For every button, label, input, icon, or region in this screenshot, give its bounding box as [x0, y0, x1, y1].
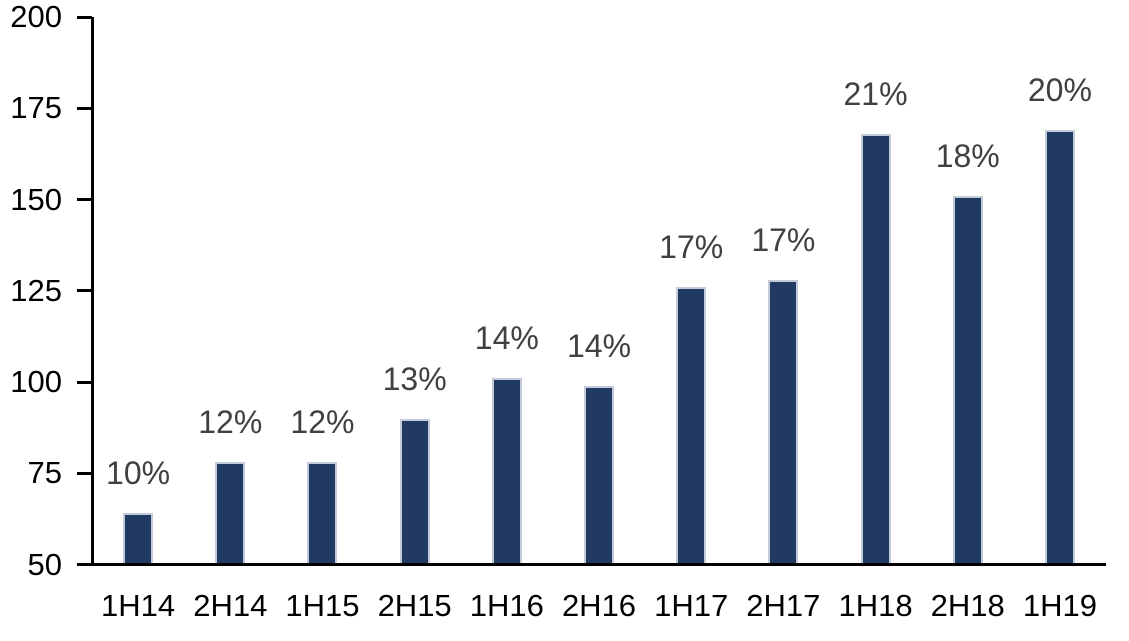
bar: [860, 133, 891, 566]
y-tick-mark: [77, 15, 92, 19]
bar: [399, 418, 430, 566]
y-tick-label: 50: [27, 546, 62, 582]
x-category-label: 1H15: [285, 588, 360, 623]
y-tick-mark: [77, 289, 92, 293]
y-tick-label: 150: [10, 181, 62, 217]
y-tick-label: 200: [10, 0, 62, 34]
x-category-label: 1H17: [654, 588, 729, 623]
x-category-label: 2H14: [193, 588, 268, 623]
x-category-label: 2H17: [746, 588, 821, 623]
y-tick-mark: [77, 198, 92, 201]
x-category-label: 2H18: [930, 588, 1005, 623]
y-tick-mark: [77, 471, 92, 475]
bar: [307, 462, 338, 566]
bar-value-label: 12%: [198, 404, 263, 441]
bar-value-label: 17%: [751, 221, 816, 258]
y-axis-line: [90, 17, 94, 566]
y-tick-label: 175: [10, 90, 62, 126]
bar: [123, 513, 154, 566]
bar: [952, 195, 983, 566]
bar: [584, 385, 614, 566]
x-category-label: 1H18: [838, 588, 913, 623]
bar-value-label: 20%: [1027, 72, 1092, 109]
bar-value-label: 14%: [566, 327, 632, 364]
y-tick-mark: [77, 380, 92, 384]
y-tick-mark: [77, 106, 92, 110]
bar-value-label: 13%: [382, 360, 447, 397]
bar: [491, 378, 522, 566]
bar-value-label: 18%: [935, 137, 1000, 174]
bar-value-label: 10%: [106, 455, 171, 492]
bar-value-label: 14%: [474, 320, 539, 357]
x-category-label: 1H14: [101, 588, 176, 623]
bar: [768, 279, 799, 566]
bar: [215, 462, 246, 566]
x-category-label: 1H16: [469, 588, 544, 623]
y-tick-label: 100: [10, 364, 62, 399]
x-axis-line: [77, 563, 1106, 566]
bar-value-label: 21%: [843, 75, 908, 112]
bar-value-label: 17%: [659, 229, 724, 266]
x-category-label: 1H19: [1022, 588, 1097, 623]
x-category-label: 2H16: [561, 588, 637, 623]
bar-value-label: 12%: [290, 404, 355, 441]
bar: [1044, 130, 1075, 566]
bar: [676, 287, 707, 566]
y-tick-label: 125: [10, 272, 62, 308]
x-category-label: 2H15: [377, 588, 452, 623]
y-tick-label: 75: [27, 455, 62, 491]
